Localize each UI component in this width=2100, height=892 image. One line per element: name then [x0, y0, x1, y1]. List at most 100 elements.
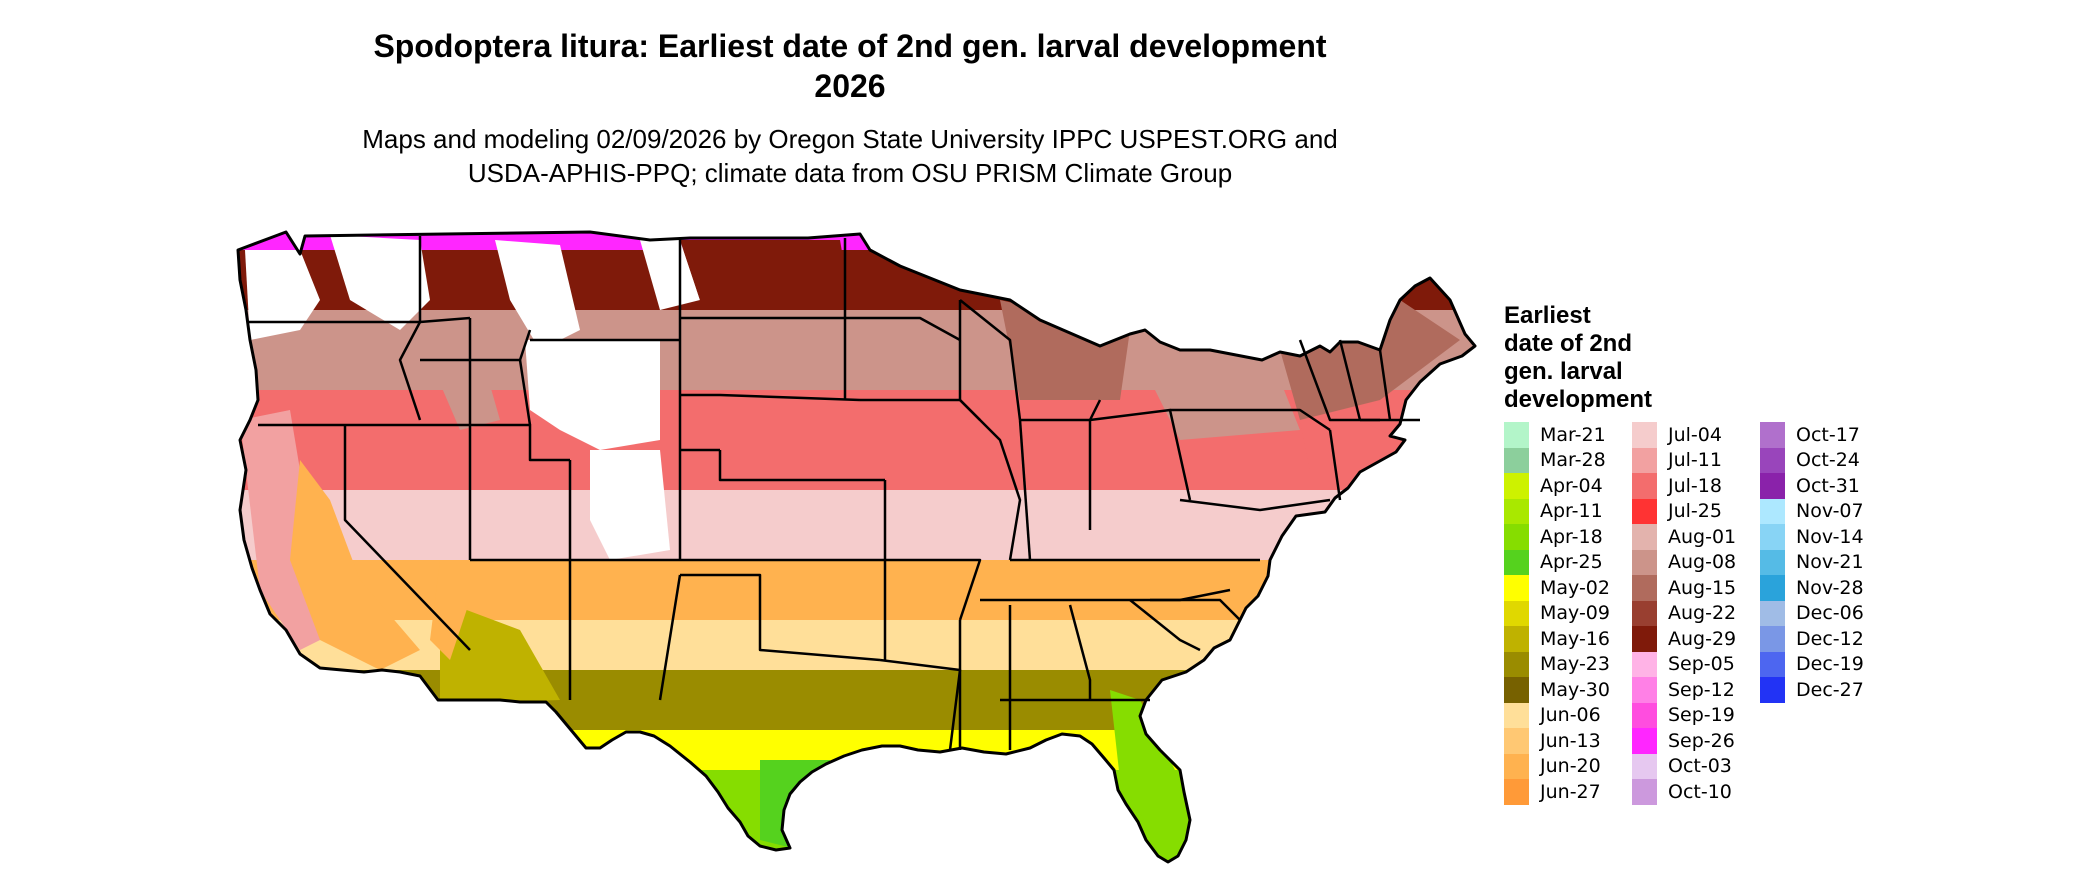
legend-swatch-nov-07 [1760, 498, 1785, 524]
legend-swatch-jul-18 [1632, 473, 1657, 499]
border-vt-nh [1338, 339, 1362, 421]
us-map [236, 230, 1477, 864]
legend-item-may-02: May-02 [1504, 575, 1610, 601]
legend-item-jun-27: Jun-27 [1504, 779, 1610, 805]
legend-label-jul-25: Jul-25 [1668, 500, 1722, 523]
legend-label-dec-12: Dec-12 [1796, 627, 1864, 650]
legend-label-jun-27: Jun-27 [1540, 780, 1601, 803]
michigan-region [1000, 300, 1130, 400]
legend-item-aug-22: Aug-22 [1632, 600, 1737, 626]
legend-swatch-mar-28 [1504, 447, 1529, 473]
map-title-line-2: 2026 [814, 68, 886, 104]
border-sd-ne [680, 393, 861, 402]
lower-colorado-region [430, 560, 470, 660]
legend-item-oct-31: Oct-31 [1760, 473, 1864, 499]
legend-column-2: Jul-04 Jul-11 Jul-18 Jul-25 Aug-01 Aug-08 Aug-… [1632, 422, 1736, 805]
legend-swatch-sep-19 [1632, 702, 1657, 728]
legend-item-aug-08: Aug-08 [1632, 549, 1737, 575]
legend-item-aug-01: Aug-01 [1632, 524, 1736, 550]
legend-swatch-sep-05 [1632, 651, 1657, 677]
legend-label-oct-10: Oct-10 [1668, 780, 1732, 803]
legend-label-aug-01: Aug-01 [1668, 525, 1737, 548]
us-outline [236, 230, 1477, 864]
legend-item-jun-06: Jun-06 [1504, 702, 1610, 728]
border-pa-ny [1170, 408, 1331, 432]
legend-label-nov-21: Nov-21 [1796, 551, 1864, 574]
legend-item-mar-21: Mar-21 [1504, 422, 1610, 448]
legend-label-oct-17: Oct-17 [1796, 423, 1860, 446]
legend-label-apr-04: Apr-04 [1540, 474, 1603, 497]
legend-swatch-jun-06 [1504, 702, 1529, 728]
legend-swatch-aug-29 [1632, 626, 1657, 652]
legend-label-aug-08: Aug-08 [1668, 551, 1737, 574]
legend-item-apr-18: Apr-18 [1504, 524, 1610, 550]
border-nj-de [1328, 429, 1342, 501]
legend-label-nov-28: Nov-28 [1796, 576, 1864, 599]
legend-item-sep-05: Sep-05 [1632, 651, 1736, 677]
legend-label-nov-14: Nov-14 [1796, 525, 1864, 548]
band-aug-08 [238, 310, 1475, 390]
legend-swatch-nov-21 [1760, 549, 1785, 575]
legend-label-aug-15: Aug-15 [1668, 576, 1737, 599]
legend-swatch-jun-13 [1504, 728, 1529, 754]
legend-swatch-jun-20 [1504, 753, 1529, 779]
map-title-line-1: Spodoptera litura: Earliest date of 2nd … [373, 28, 1327, 64]
legend-label-oct-03: Oct-03 [1668, 755, 1732, 778]
legend-item-may-23: May-23 [1504, 651, 1610, 677]
legend-label-may-09: May-09 [1540, 602, 1610, 625]
legend-swatch-oct-31 [1760, 473, 1785, 499]
legend-label-sep-19: Sep-19 [1668, 704, 1735, 727]
map-subtitle: Maps and modeling 02/09/2026 by Oregon S… [300, 122, 1400, 190]
border-ut-north [470, 423, 570, 462]
band-jun-20 [238, 560, 1475, 620]
legend-swatch-apr-25 [1504, 549, 1529, 575]
border-mo-ar [885, 558, 982, 621]
legend-item-nov-21: Nov-21 [1760, 549, 1864, 575]
border-id-west [398, 236, 422, 421]
legend-label-sep-26: Sep-26 [1668, 729, 1735, 752]
legend-item-oct-10: Oct-10 [1632, 779, 1736, 805]
mid-atlantic-region [1300, 420, 1400, 470]
legend-item-oct-17: Oct-17 [1760, 422, 1864, 448]
legend-item-jun-20: Jun-20 [1504, 753, 1610, 779]
wyoming-no-development [525, 340, 660, 450]
legend-label-jun-20: Jun-20 [1540, 755, 1601, 778]
legend-item-sep-26: Sep-26 [1632, 728, 1736, 754]
legend-title-line-3: gen. larval [1504, 358, 1623, 385]
legend-swatch-aug-15 [1632, 575, 1657, 601]
border-ga-sc [1129, 599, 1201, 652]
legend-label-aug-29: Aug-29 [1668, 627, 1737, 650]
border-va-wv [1179, 498, 1331, 512]
legend-label-jul-11: Jul-11 [1668, 449, 1722, 472]
border-id-wy [518, 359, 532, 426]
legend-item-jul-11: Jul-11 [1632, 447, 1736, 473]
legend-item-apr-25: Apr-25 [1504, 549, 1610, 575]
legend-swatch-sep-12 [1632, 677, 1657, 703]
band-jun-06 [238, 620, 1475, 670]
border-nc-sc [1150, 598, 1241, 621]
border-nm-tx [658, 574, 682, 701]
border-al-ga [1068, 604, 1092, 700]
legend-label-dec-19: Dec-19 [1796, 653, 1864, 676]
legend-label-jun-13: Jun-13 [1540, 729, 1601, 752]
legend-label-jul-18: Jul-18 [1668, 474, 1722, 497]
legend-swatch-apr-11 [1504, 498, 1529, 524]
legend-item-jul-04: Jul-04 [1632, 422, 1736, 448]
idaho-no-development [495, 240, 580, 350]
legend-swatch-jul-04 [1632, 422, 1657, 448]
northern-rockies-no-development [330, 235, 430, 330]
legend-label-jun-06: Jun-06 [1540, 704, 1601, 727]
legend-column-3: Oct-17 Oct-24 Oct-31 Nov-07 Nov-14 Nov-21 Nov-… [1760, 422, 1864, 703]
legend-swatch-may-16 [1504, 626, 1529, 652]
legend-label-aug-22: Aug-22 [1668, 602, 1737, 625]
map-subtitle-line-1: Maps and modeling 02/09/2026 by Oregon S… [362, 124, 1338, 154]
florida-peninsula-region [1110, 690, 1180, 860]
arizona-desert-region [440, 600, 560, 702]
legend-swatch-oct-03 [1632, 753, 1657, 779]
legend-swatch-dec-27 [1760, 677, 1785, 703]
legend-item-aug-29: Aug-29 [1632, 626, 1736, 652]
california-warm-region [290, 460, 420, 670]
legend-swatch-jul-11 [1632, 447, 1657, 473]
legend-item-sep-19: Sep-19 [1632, 702, 1736, 728]
band-jul-04 [238, 490, 1475, 560]
